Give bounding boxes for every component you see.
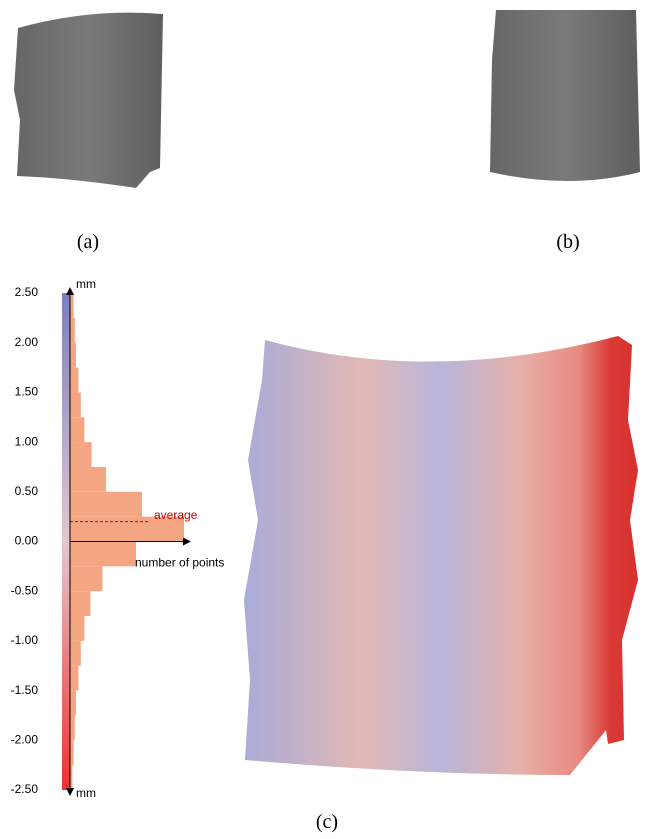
y-tick-label: 2.50 xyxy=(15,285,39,299)
y-tick-label: 1.50 xyxy=(15,385,39,399)
y-tick-label: 2.00 xyxy=(15,335,39,349)
histogram-bar xyxy=(70,542,136,567)
unit-label: mm xyxy=(76,786,96,800)
y-tick-label: -1.50 xyxy=(11,683,39,697)
y-tick-label: -0.50 xyxy=(11,583,39,597)
histogram-bar xyxy=(70,566,102,591)
panel-c-image xyxy=(244,336,638,775)
average-label: average xyxy=(154,508,198,522)
panel-a-image xyxy=(14,13,163,188)
caption: (a) xyxy=(77,231,99,253)
figure: (a) (b) (c) -2.50 -2.00 -1.50 -1.00 -0.50 0.0… xyxy=(0,0,650,839)
histogram-bar xyxy=(70,740,74,765)
histogram-bar xyxy=(70,318,75,343)
histogram-bar xyxy=(70,368,78,393)
y-tick-label: 1.00 xyxy=(15,434,39,448)
y-tick-label: 0.00 xyxy=(15,534,39,548)
caption: (c) xyxy=(316,811,338,833)
colorbar xyxy=(62,293,70,790)
histogram-bar xyxy=(70,492,142,517)
caption: (b) xyxy=(556,231,579,253)
x-axis-label: number of points xyxy=(135,556,224,570)
y-tick-label: 0.50 xyxy=(15,484,39,498)
histogram-bar xyxy=(70,591,90,616)
histogram-bar xyxy=(70,691,76,716)
histogram-bar xyxy=(70,392,81,417)
y-tick-label: -1.00 xyxy=(11,633,39,647)
histogram-bar xyxy=(70,293,74,318)
unit-label: mm xyxy=(76,277,96,291)
histogram-bar xyxy=(70,343,76,368)
histogram-bar xyxy=(70,666,78,691)
histogram-bar xyxy=(70,616,84,641)
histogram-bar xyxy=(70,442,92,467)
panel-b-image xyxy=(490,10,640,181)
histogram-bar xyxy=(70,715,75,740)
histogram-bar xyxy=(70,641,81,666)
histogram-bar xyxy=(70,467,106,492)
y-tick-label: -2.50 xyxy=(11,782,39,796)
y-tick-label: -2.00 xyxy=(11,732,39,746)
histogram-bar xyxy=(70,417,84,442)
